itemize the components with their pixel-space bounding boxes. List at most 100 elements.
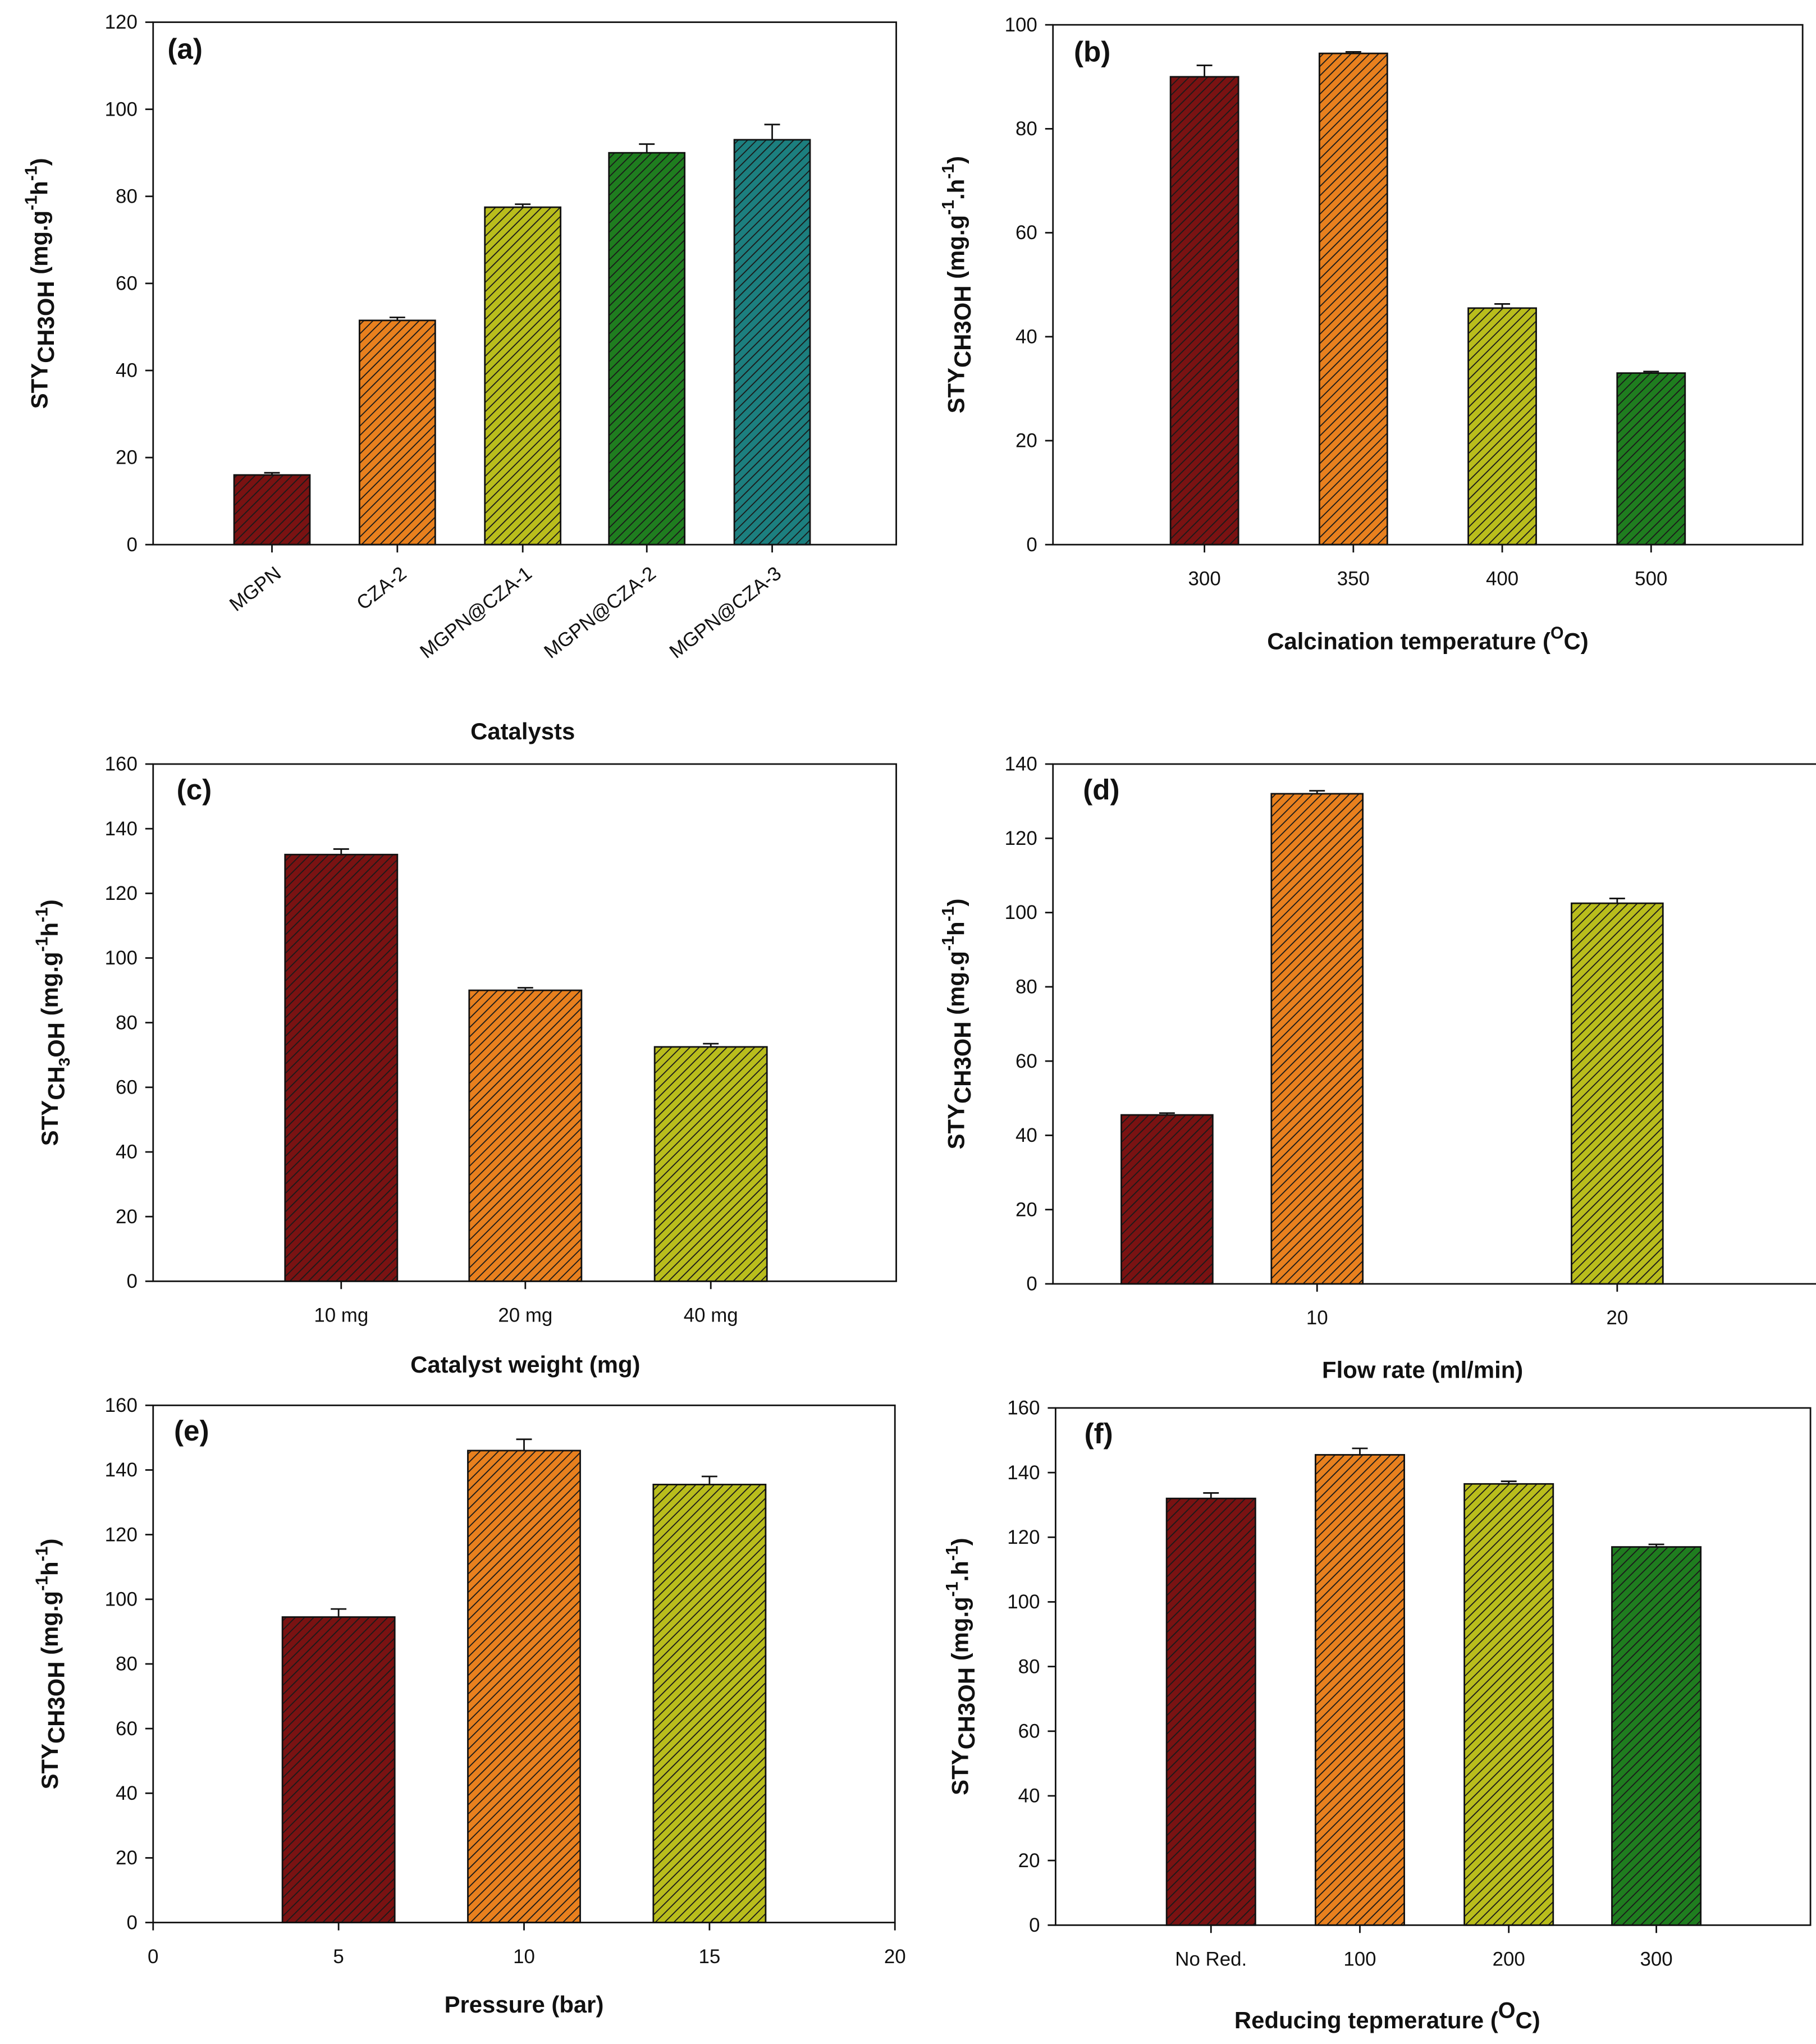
y-axis-label-part: CH3OH [33,281,59,363]
x-axis-label: Reducing tepmerature (OC) [1234,1998,1540,2033]
y-axis-label-part: -1 [33,1547,51,1562]
bar [733,139,811,546]
bar [284,853,399,1282]
y-axis-label-part: OH [43,1022,70,1058]
y-tick-label: 80 [116,1653,138,1675]
x-axis-label-text: Flow rate (ml/min) [1322,1356,1523,1383]
x-tick-label: 400 [1486,568,1518,589]
y-tick-label: 20 [1016,430,1037,452]
bar [1611,1546,1702,1926]
y-tick-label: 20 [116,447,138,469]
y-tick-label: 80 [1016,976,1037,998]
x-axis-label-end: C) [1564,628,1589,654]
y-tick-label: 40 [116,360,138,382]
y-axis-label-part: ) [26,158,52,166]
x-tick-label: 40 mg [684,1304,738,1326]
panel-label: (d) [1083,774,1119,806]
y-tick-label: 60 [1016,222,1037,244]
x-tick-label: 200 [1493,1948,1525,1970]
bar [1120,1114,1214,1285]
bar [652,1484,767,1924]
y-tick-label: 0 [126,1912,137,1933]
y-axis-label-part: -1 [33,937,51,952]
y-tick-label: 0 [126,1270,137,1292]
x-axis-label-sup: O [1498,1998,1516,2023]
y-tick-label: 40 [1016,1124,1037,1146]
y-axis-label-part: -1 [22,195,41,211]
bar [1463,1483,1554,1926]
x-tick-label: 15 [698,1946,720,1968]
y-axis-label-part: ) [36,899,63,907]
y-axis-label-part: STY [943,368,969,413]
bar [653,1046,768,1282]
y-tick-label: 160 [105,1394,138,1416]
y-tick-label: 60 [116,1076,138,1098]
x-axis-label: Catalysts [470,718,575,744]
y-tick-label: 100 [1005,14,1037,36]
y-axis-label: STYCH3OH (mg.g-1h-1) [22,158,59,409]
y-tick-label: 20 [1016,1199,1037,1220]
y-axis-label-part: -1 [939,200,958,215]
y-tick-label: 60 [1018,1720,1040,1742]
bar [233,474,311,546]
y-axis-label-part: CH [43,1066,70,1100]
y-tick-label: 40 [1016,326,1037,347]
x-tick-label: 300 [1188,568,1221,589]
y-axis-label-part: -1 [939,164,958,179]
y-axis-label: STYCH3OH (mg.g-1h-1) [33,1539,69,1790]
y-axis-label-part: STY [36,1744,63,1789]
bar [358,319,436,546]
y-tick-label: 140 [1005,753,1037,775]
y-axis-label-part: CH3OH [949,1021,976,1104]
bar [1165,1497,1256,1926]
y-axis-label-part: .h [947,1561,973,1581]
x-tick-label: 10 [513,1946,535,1968]
chart-panel-e: 0 20 40 60 80 100 120 140 160 0 5 10 15 20 (e) Pressure… [33,1394,905,2018]
chart-panel-c: 0 20 40 60 80 100 120 140 160 10 mg 20 mg 40 mg (c) C… [33,753,897,1378]
y-axis-label: STYCH3OH (mg.g-1.h-1) [939,156,976,413]
y-tick-label: 0 [126,534,137,556]
bar [468,989,583,1282]
bar [1270,793,1364,1285]
y-axis-label-part: -1 [943,1545,962,1561]
x-tick-label: 100 [1343,1948,1376,1970]
y-axis-label-part: STY [943,1104,969,1149]
panel-label: (b) [1074,35,1110,67]
y-tick-label: 120 [105,1524,138,1545]
y-axis-label-part: STY [26,363,52,409]
y-axis-label-part: -1 [33,1576,51,1591]
y-tick-label: 0 [1029,1914,1040,1936]
x-tick-label: 20 [884,1946,906,1968]
y-axis-label-part: (mg.g [26,211,52,281]
x-axis-label: Calcination temperature (OC) [1267,624,1588,655]
panel-label: (c) [177,774,212,806]
x-axis-label-text: Reducing tepmerature ( [1234,2007,1498,2033]
y-tick-label: 0 [1026,534,1037,556]
y-axis-label-part: -1 [22,166,41,181]
x-axis-label-text: Catalysts [470,718,575,744]
y-axis-label-part: -1 [33,907,51,922]
y-axis-label: STYCH3OH (mg.g-1.h-1) [943,1538,980,1795]
y-tick-label: 20 [116,1847,138,1869]
plot-frame [152,21,897,546]
bar [608,152,686,546]
y-axis-label: STYCH3OH (mg.g-1h-1) [33,899,73,1146]
y-tick-label: 120 [105,882,138,904]
plot-frame [1052,763,1816,1285]
x-axis-label: Pressure (bar) [445,1991,604,2018]
y-tick-label: 140 [1007,1462,1040,1484]
x-tick-label: MGPN [226,563,285,616]
y-axis-label-part: -1 [939,907,958,922]
chart-panel-b: 0 20 40 60 80 100 300 350 400 500 (b) Calcination t… [939,14,1804,655]
y-tick-label: 140 [105,818,138,840]
y-axis-label-part: (mg.g [36,952,63,1022]
y-axis-label-part: 3 [56,1058,73,1067]
chart-panel-d: 0 20 40 60 80 100 120 140 10 20 (d) Flow rate (ml/m… [939,753,1816,1383]
y-tick-label: 20 [116,1206,138,1228]
y-tick-label: 60 [1016,1050,1037,1072]
y-axis-label-part: ) [36,1539,63,1547]
y-tick-label: 0 [1026,1273,1037,1295]
y-tick-label: 160 [105,753,138,775]
